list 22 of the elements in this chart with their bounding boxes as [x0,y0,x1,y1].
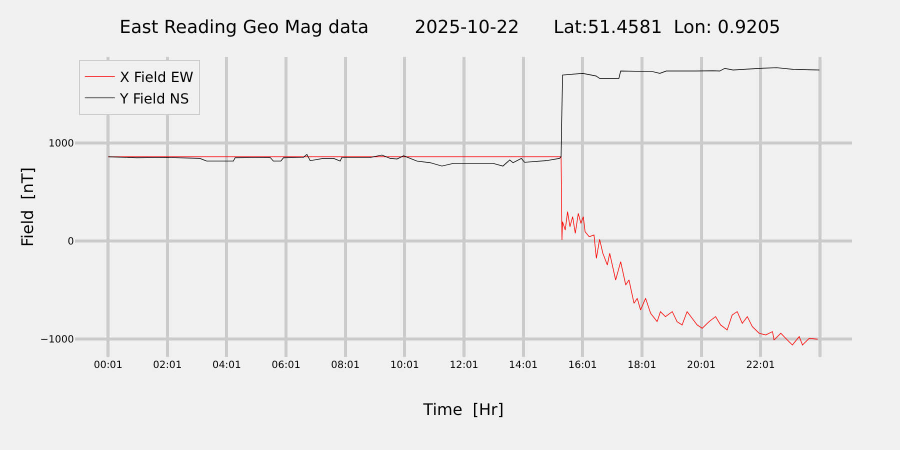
x-tick-label: 06:01 [272,360,300,371]
y-tick-label: 0 [68,236,74,248]
x-tick-label: 16:01 [568,360,598,371]
legend-label: Y Field NS [118,91,190,108]
line-series [108,67,820,166]
x-tick-label: 10:01 [390,360,420,371]
chart-title: East Reading Geo Mag data 2025-10-22 Lat:51.4581 Lon: 0.9205 [119,16,781,38]
x-axis-title: Time [Hr] [422,400,504,419]
x-tick-label: 18:01 [628,360,656,371]
x-tick-label: 00:01 [94,360,123,371]
x-tick-label: 20:01 [686,360,716,371]
x-tick-label: 22:01 [746,360,775,371]
x-tick-label: 14:01 [508,360,538,371]
y-axis-title: Field [nT] [18,167,37,247]
line-series [108,156,818,346]
y-tick-label: 1000 [48,138,74,150]
x-tick-label: 02:01 [153,360,182,371]
x-tick-label: 08:01 [330,360,360,371]
x-tick-label: 12:01 [450,360,478,371]
y-tick-label: −1000 [40,334,74,346]
legend-label: X Field EW [120,70,194,86]
x-tick-label: 04:01 [212,360,242,371]
